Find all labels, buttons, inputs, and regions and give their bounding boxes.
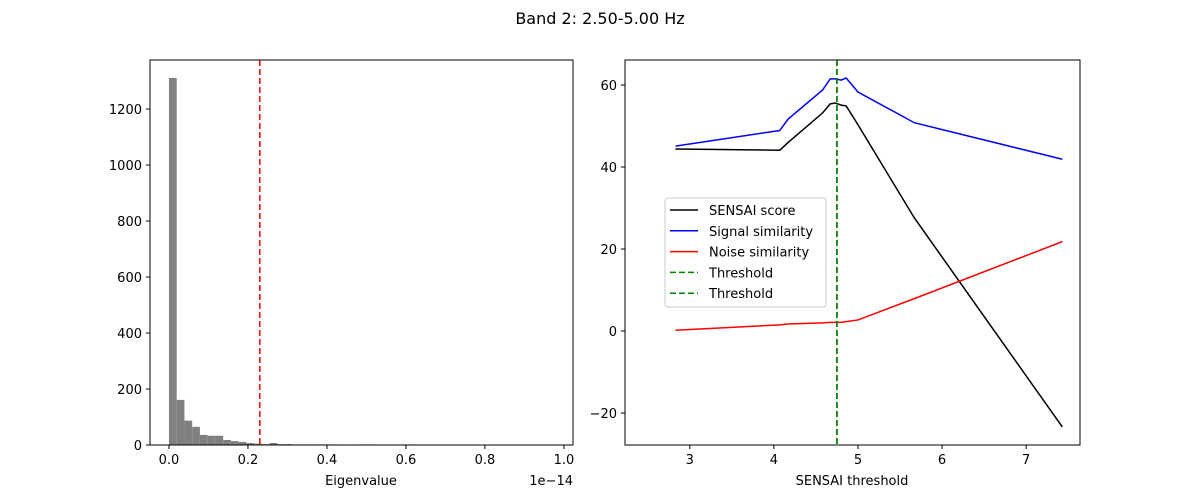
line-ytick-label: 20 bbox=[600, 243, 617, 258]
histogram-bar bbox=[184, 420, 193, 445]
hist-xtick-label: 1.0 bbox=[554, 453, 575, 468]
line-ytick-label: 0 bbox=[609, 325, 617, 340]
series-line-noise-similarity bbox=[675, 240, 1063, 331]
hist-ytick-label: 600 bbox=[117, 271, 142, 286]
line-ytick-label: −20 bbox=[590, 407, 617, 422]
histogram-bar bbox=[223, 439, 231, 445]
legend-label: Noise similarity bbox=[709, 246, 809, 261]
histogram-bar bbox=[176, 399, 185, 445]
hist-ytick-label: 200 bbox=[117, 383, 142, 398]
line-xtick-label: 3 bbox=[686, 453, 694, 468]
legend-box bbox=[664, 197, 827, 308]
left-offset-text: 1e−14 bbox=[529, 474, 573, 489]
histogram-bar bbox=[199, 434, 208, 445]
histogram-bar bbox=[192, 426, 200, 445]
series-line-signal-similarity bbox=[675, 77, 1063, 160]
histogram-bar bbox=[246, 443, 255, 445]
hist-ytick-label: 400 bbox=[117, 327, 142, 342]
histogram-bar bbox=[207, 435, 216, 445]
right-axes-frame bbox=[624, 59, 1081, 446]
histogram-bar bbox=[238, 441, 247, 445]
hist-ytick-label: 1200 bbox=[109, 103, 142, 118]
hist-xtick-label: 0.8 bbox=[475, 453, 496, 468]
histogram-bar bbox=[269, 443, 278, 445]
hist-ytick-label: 1000 bbox=[109, 159, 142, 174]
line-xtick-label: 4 bbox=[770, 453, 778, 468]
hist-ytick-label: 800 bbox=[117, 215, 142, 230]
line-xtick-label: 5 bbox=[854, 453, 862, 468]
legend-label: Threshold bbox=[708, 287, 773, 302]
histogram-bar bbox=[168, 77, 177, 446]
series-line-sensai-score bbox=[675, 102, 1063, 428]
legend-label: Threshold bbox=[708, 266, 773, 281]
hist-ytick-label: 0 bbox=[134, 439, 142, 454]
suptitle: Band 2: 2.50-5.00 Hz bbox=[515, 9, 684, 28]
hist-xtick-label: 0.0 bbox=[159, 453, 180, 468]
left-axes-frame bbox=[149, 59, 574, 446]
legend: SENSAI score Signal similarity Noise simil… bbox=[664, 197, 827, 308]
right-xlabel: SENSAI threshold bbox=[796, 474, 909, 489]
legend-label: SENSAI score bbox=[709, 204, 795, 219]
histogram-bar bbox=[254, 443, 262, 445]
left-xlabel: Eigenvalue bbox=[325, 474, 397, 489]
line-ytick-label: 40 bbox=[600, 161, 617, 176]
hist-xtick-label: 0.6 bbox=[396, 453, 417, 468]
line-panel: 3 4 5 6 7 −20 0 20 40 60 SENSAI score Signal simila… bbox=[590, 59, 1081, 468]
line-xtick-label: 6 bbox=[938, 453, 946, 468]
histogram-panel: 0.0 0.2 0.4 0.6 0.8 1.0 0 200 400 600 800 1000 1200 bbox=[109, 59, 575, 468]
legend-label: Signal similarity bbox=[709, 225, 813, 240]
hist-xtick-label: 0.4 bbox=[317, 453, 338, 468]
histogram-bar bbox=[230, 441, 239, 445]
line-xtick-label: 7 bbox=[1022, 453, 1030, 468]
histogram-bar bbox=[215, 435, 224, 445]
hist-xtick-label: 0.2 bbox=[238, 453, 259, 468]
line-ytick-label: 60 bbox=[600, 79, 617, 94]
